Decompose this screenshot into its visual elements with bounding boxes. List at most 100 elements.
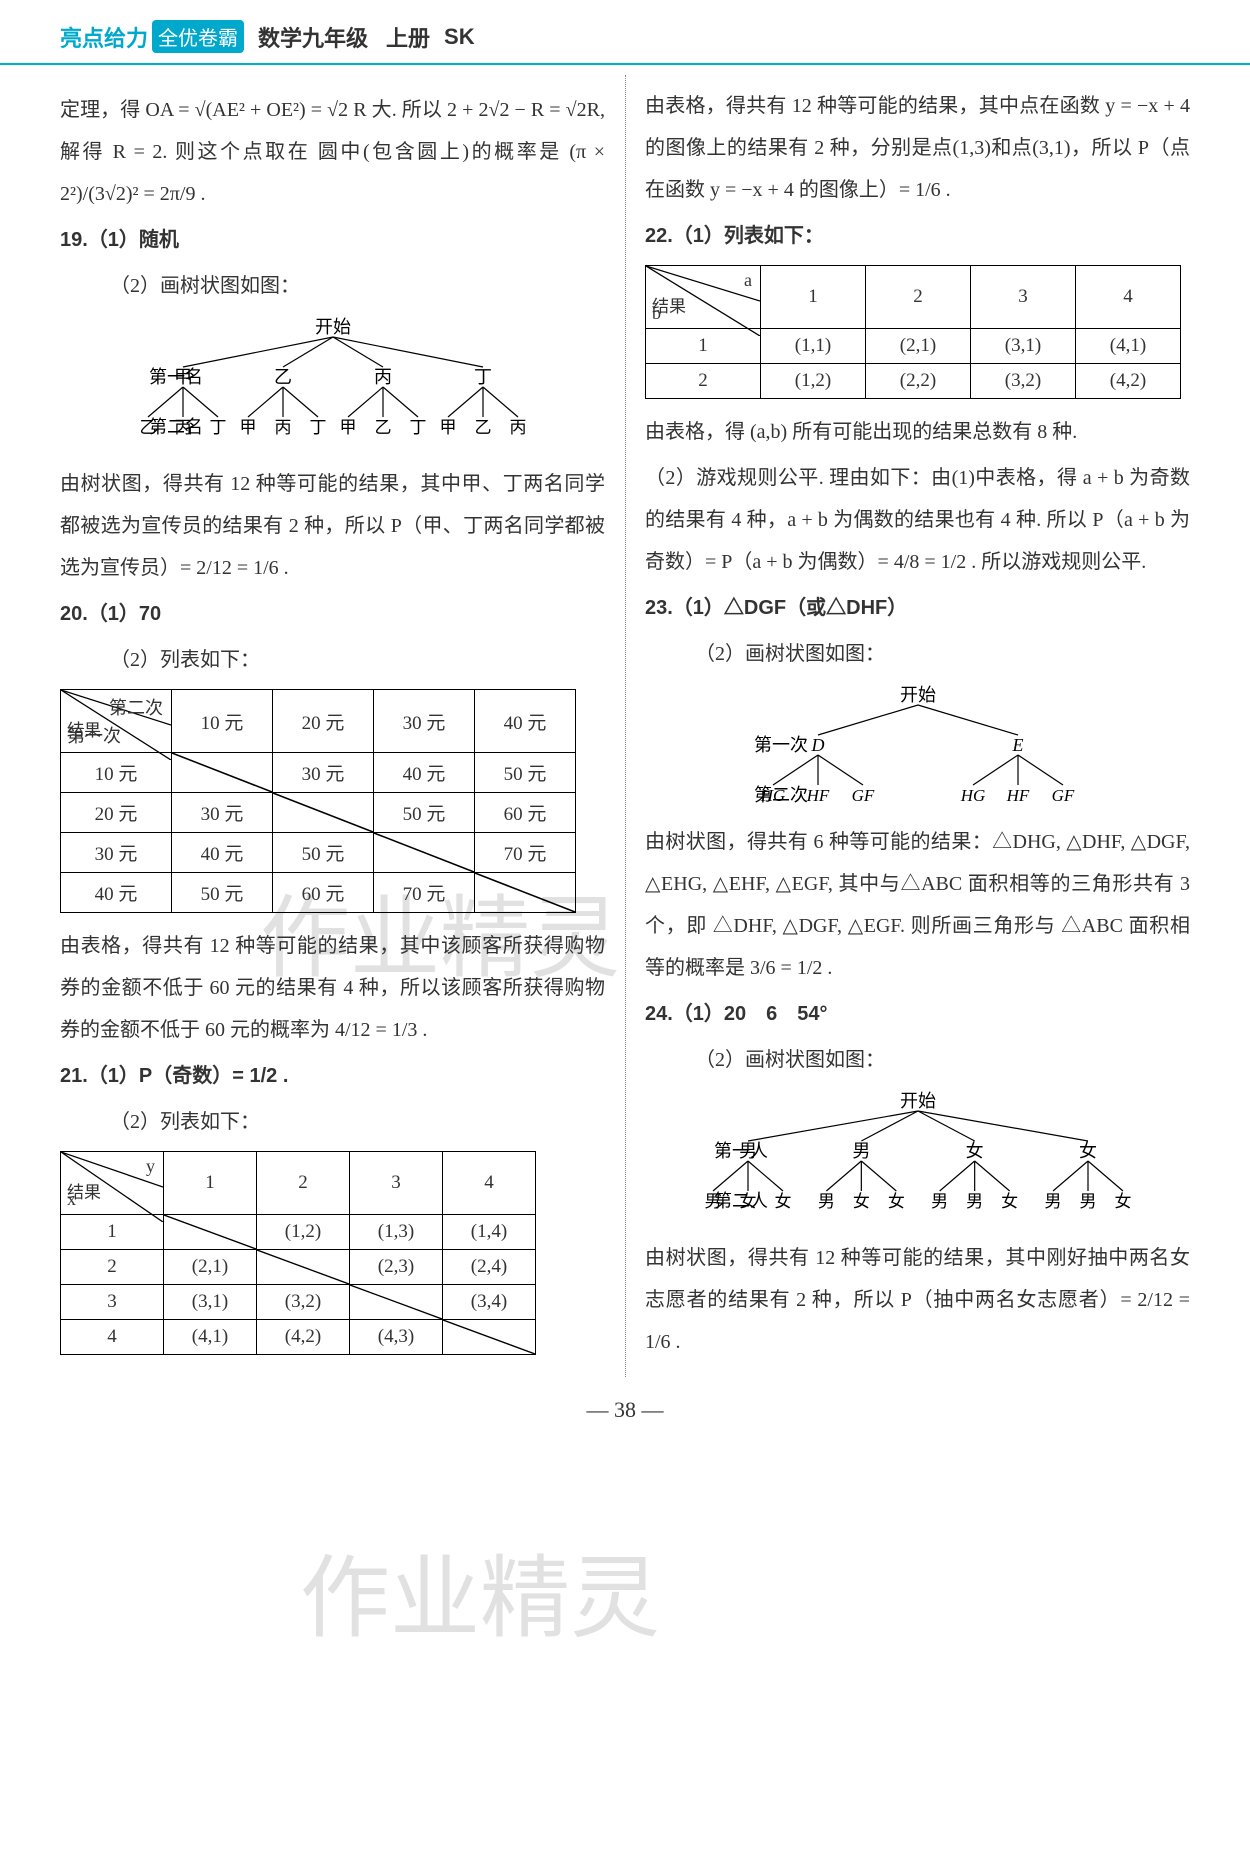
- table-col-header: 1: [761, 266, 866, 329]
- table-cell: [475, 873, 576, 913]
- table-col-header: 3: [971, 266, 1076, 329]
- svg-text:男: 男: [931, 1192, 948, 1211]
- table-cell: 50 元: [475, 753, 576, 793]
- tree24-diagram: 开始男男女女男女女男女女男男女男男女第一人第二人: [645, 1089, 1190, 1229]
- svg-text:女: 女: [965, 1141, 983, 1161]
- header-subject: 数学九年级: [258, 21, 368, 53]
- svg-text:HF: HF: [805, 786, 829, 805]
- table-cell: (4,1): [1076, 329, 1181, 364]
- table-cell: [350, 1285, 443, 1320]
- table-col-header: 3: [350, 1152, 443, 1215]
- table22-wrap: a结果b12341(1,1)(2,1)(3,1)(4,1)2(1,2)(2,2)…: [645, 265, 1190, 399]
- q23-text: 由树状图，得共有 6 种等可能的结果：△DHG, △DHF, △DGF, △EH…: [645, 821, 1190, 989]
- svg-text:丙: 丙: [509, 418, 526, 437]
- q19-2: （2）画树状图如图：: [60, 265, 605, 307]
- svg-text:E: E: [1011, 735, 1023, 755]
- q22-1-label: 22.（1）列表如下：: [645, 225, 824, 247]
- table-cell: (2,2): [866, 364, 971, 399]
- table-row-header: 20 元: [61, 793, 172, 833]
- table-corner-cell: 第二次结果第一次: [61, 690, 172, 753]
- table-cell: [172, 753, 273, 793]
- svg-text:第一次: 第一次: [754, 735, 808, 755]
- intro-text: 定理，得 OA = √(AE² + OE²) = √2 R 大. 所以 2 + …: [60, 89, 605, 215]
- q19-text: 由树状图，得共有 12 种等可能的结果，其中甲、丁两名同学都被选为宣传员的结果有…: [60, 463, 605, 589]
- table-cell: (2,1): [866, 329, 971, 364]
- svg-text:丁: 丁: [309, 418, 326, 437]
- svg-text:乙: 乙: [274, 367, 292, 387]
- table-cell: (4,2): [1076, 364, 1181, 399]
- table-cell: [257, 1250, 350, 1285]
- table-col-header: 2: [257, 1152, 350, 1215]
- table-cell: (4,3): [350, 1320, 443, 1355]
- svg-text:HG: HG: [959, 786, 985, 805]
- table-cell: [374, 833, 475, 873]
- table-cell: 40 元: [172, 833, 273, 873]
- table-corner-cell: a结果b: [646, 266, 761, 329]
- brand-name: 亮点给力: [60, 21, 148, 53]
- q20-text: 由表格，得共有 12 种等可能的结果，其中该顾客所获得购物券的金额不低于 60 …: [60, 925, 605, 1051]
- table-cell: [443, 1320, 536, 1355]
- table-cell: 50 元: [273, 833, 374, 873]
- q21-1-label: 21.（1）P（奇数）= 1/2 .: [60, 1065, 288, 1087]
- svg-text:男: 男: [852, 1141, 870, 1161]
- table-cell: (3,1): [164, 1285, 257, 1320]
- q19-1: 19.（1）随机: [60, 219, 605, 261]
- svg-text:甲: 甲: [339, 418, 356, 437]
- q20-1-label: 20.（1）70: [60, 603, 161, 625]
- svg-text:乙: 乙: [474, 418, 491, 437]
- q24-text: 由树状图，得共有 12 种等可能的结果，其中刚好抽中两名女志愿者的结果有 2 种…: [645, 1237, 1190, 1363]
- tree19-diagram: 开始甲乙丙丁乙丙丁甲丙丁甲乙丁甲乙丙第一名第二名: [60, 315, 605, 455]
- table20-wrap: 第二次结果第一次10 元20 元30 元40 元10 元30 元40 元50 元…: [60, 689, 605, 913]
- svg-text:第二次: 第二次: [754, 785, 808, 805]
- svg-text:GF: GF: [851, 786, 874, 805]
- q21-2: （2）列表如下：: [60, 1101, 605, 1143]
- svg-text:女: 女: [887, 1192, 904, 1211]
- tree23-diagram: 开始DEHGHFGFHGHFGF第一次第二次: [645, 683, 1190, 813]
- q19-1-label: 19.（1）随机: [60, 229, 179, 251]
- q24-2: （2）画树状图如图：: [645, 1039, 1190, 1081]
- table-cell: (3,2): [971, 364, 1076, 399]
- svg-text:女: 女: [1001, 1192, 1018, 1211]
- q23-1: 23.（1）△DGF（或△DHF）: [645, 587, 1190, 629]
- svg-text:男: 男: [966, 1192, 983, 1211]
- table-col-header: 2: [866, 266, 971, 329]
- table-row-header: 3: [61, 1285, 164, 1320]
- table-cell: (1,4): [443, 1215, 536, 1250]
- table-cell: [164, 1215, 257, 1250]
- table-cell: (3,1): [971, 329, 1076, 364]
- svg-text:D: D: [810, 735, 824, 755]
- q21-1: 21.（1）P（奇数）= 1/2 .: [60, 1055, 605, 1097]
- svg-text:开始: 开始: [900, 685, 936, 705]
- table-cell: 60 元: [273, 873, 374, 913]
- table-cell: (2,1): [164, 1250, 257, 1285]
- table22: a结果b12341(1,1)(2,1)(3,1)(4,1)2(1,2)(2,2)…: [645, 265, 1181, 399]
- svg-text:甲: 甲: [239, 418, 256, 437]
- svg-text:女: 女: [1079, 1141, 1097, 1161]
- table-cell: (4,1): [164, 1320, 257, 1355]
- table-cell: (3,4): [443, 1285, 536, 1320]
- table-col-header: 30 元: [374, 690, 475, 753]
- table-row-header: 4: [61, 1320, 164, 1355]
- svg-text:丙: 丙: [374, 367, 392, 387]
- table-row-header: 40 元: [61, 873, 172, 913]
- table-cell: (1,3): [350, 1215, 443, 1250]
- watermark-2: 作业精灵: [300, 1525, 660, 1655]
- q21-text-a: 由表格，得共有 12 种等可能的结果，其中点在函数 y = −x + 4 的图像…: [645, 85, 1190, 211]
- table-cell: (2,4): [443, 1250, 536, 1285]
- table-col-header: 40 元: [475, 690, 576, 753]
- svg-text:女: 女: [852, 1192, 869, 1211]
- table-cell: (1,1): [761, 329, 866, 364]
- table-row-header: 30 元: [61, 833, 172, 873]
- table-cell: 30 元: [172, 793, 273, 833]
- svg-text:女: 女: [774, 1192, 791, 1211]
- svg-text:开始: 开始: [315, 317, 351, 337]
- svg-text:GF: GF: [1051, 786, 1074, 805]
- svg-text:第一人: 第一人: [714, 1141, 768, 1161]
- table-row-header: 2: [61, 1250, 164, 1285]
- table-cell: (3,2): [257, 1285, 350, 1320]
- svg-text:开始: 开始: [900, 1091, 936, 1111]
- table-col-header: 10 元: [172, 690, 273, 753]
- q22-text-b: （2）游戏规则公平. 理由如下：由(1)中表格，得 a + b 为奇数的结果有 …: [645, 457, 1190, 583]
- svg-text:女: 女: [1114, 1192, 1131, 1211]
- svg-text:第二名: 第二名: [149, 417, 203, 437]
